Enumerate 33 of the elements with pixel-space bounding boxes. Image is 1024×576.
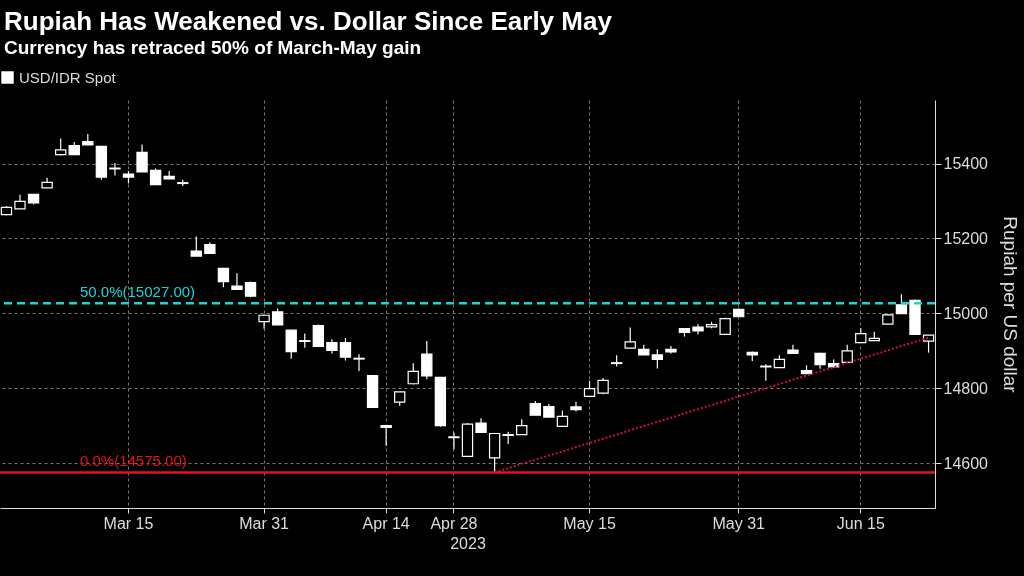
y-tick-label: 15000 (943, 304, 989, 322)
y-tick-label: 15200 (943, 230, 989, 247)
x-tick-label: Apr 28 (430, 514, 478, 532)
candlestick (217, 267, 230, 288)
candlestick (651, 348, 664, 369)
x-tick-label: Jun 15 (836, 514, 885, 532)
y-tick-label: 14600 (943, 454, 989, 472)
x-tick-label: May 15 (563, 514, 616, 532)
candlestick (136, 143, 148, 173)
legend-label: USD/IDR Spot (19, 68, 117, 86)
ref-line-label: 0.0%(14575.00) (80, 452, 187, 470)
x-tick-label: Apr 14 (362, 514, 410, 532)
y-tick-label: 15400 (943, 155, 989, 173)
candlestick (895, 293, 908, 315)
candlestick (258, 313, 270, 330)
ref-line-label: 50.0%(15027.00) (80, 283, 196, 301)
candlestick (353, 353, 365, 372)
candlestick (339, 337, 352, 362)
y-axis-title: Rupiah per US dollar (999, 216, 1021, 394)
candlestick (448, 431, 460, 450)
candlestick (421, 340, 433, 380)
chart-title: Rupiah Has Weakened vs. Dollar Since Early May (4, 6, 613, 36)
x-tick-label: May 31 (712, 514, 766, 532)
x-tick-label: Mar 15 (103, 514, 154, 532)
y-tick-label: 14800 (943, 379, 989, 397)
x-tick-label: Mar 31 (239, 514, 290, 532)
candlestick (285, 329, 297, 360)
candlestick (190, 236, 202, 257)
candlestick (624, 326, 636, 349)
candlestick (109, 162, 121, 177)
x-axis-title: 2023 (450, 534, 486, 552)
candlestick (231, 272, 243, 290)
chart-subtitle: Currency has retraced 50% of March-May gain (4, 37, 422, 58)
